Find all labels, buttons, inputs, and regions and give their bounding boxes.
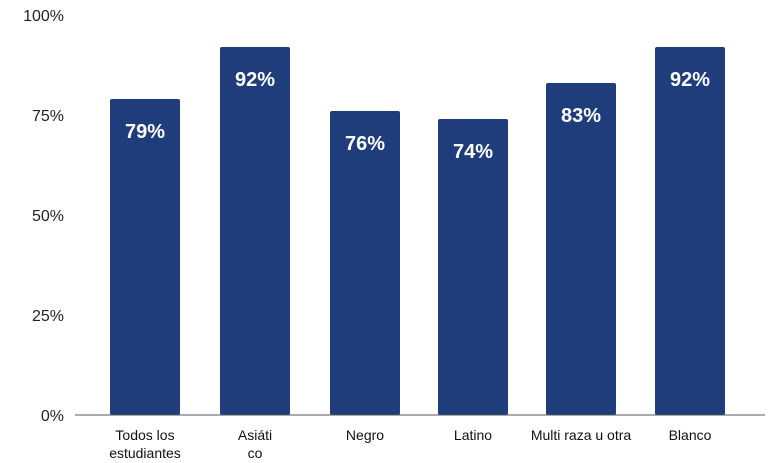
bar [220,47,290,415]
bar [546,83,616,415]
bar [110,99,180,415]
bar [438,119,508,415]
y-tick-label: 0% [41,408,64,425]
bars: 79% 92% 76% 74% 83% 92% [110,47,725,415]
x-axis: Todos los estudiantes Asiáti co Negro Latino M… [75,414,765,461]
data-label: 74% [453,141,493,163]
bar [330,111,400,415]
data-label: 76% [345,133,385,155]
x-tick-label: Asiáti co [238,427,272,461]
x-tick-label: Latino [454,427,492,443]
x-tick-label: Multi raza u otra [531,427,632,443]
x-tick-label: Negro [346,427,384,443]
data-label: 92% [235,69,275,91]
data-label: 79% [125,121,165,143]
y-tick-label: 50% [32,208,64,225]
bar [655,47,725,415]
y-axis: 0% 25% 50% 75% 100% [23,8,64,425]
y-tick-label: 25% [32,308,64,325]
data-label: 92% [670,69,710,91]
x-tick-label: Blanco [669,427,712,443]
x-tick-label: Todos los estudiantes [109,427,181,461]
y-tick-label: 75% [32,108,64,125]
data-label: 83% [561,105,601,127]
y-tick-label: 100% [23,8,64,25]
